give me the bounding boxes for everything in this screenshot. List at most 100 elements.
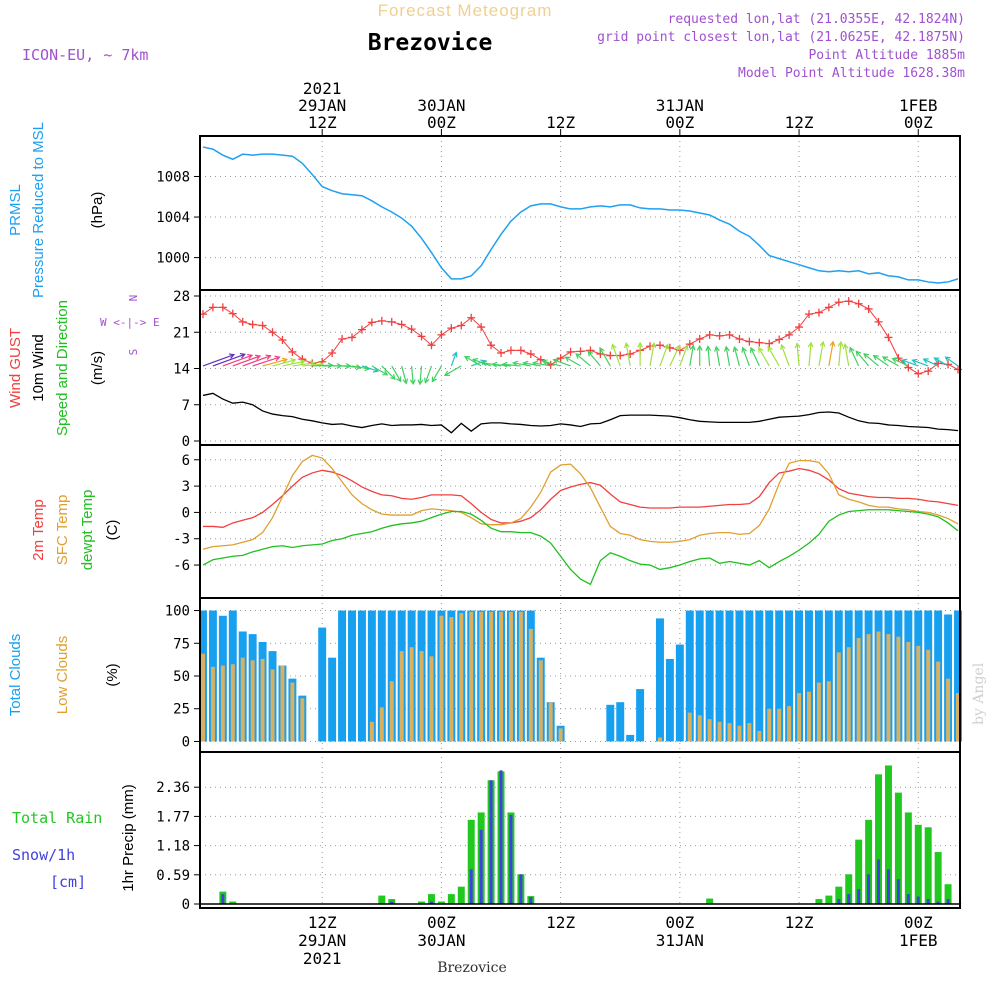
low-cloud-bar — [896, 636, 901, 742]
y-tick-label: 6 — [182, 453, 190, 469]
wind-arrowhead — [443, 370, 450, 376]
low-cloud-bar — [876, 631, 881, 742]
wind-arrowhead — [758, 346, 764, 353]
gust-marker — [795, 323, 804, 332]
snow-bar — [906, 894, 910, 904]
wind-arrowhead — [780, 343, 786, 351]
wind-arrow — [272, 359, 296, 367]
y-label-wind: 10m Wind — [30, 334, 47, 402]
panel-frame — [199, 751, 961, 909]
model-altitude: Model Point Altitude 1628.38m — [738, 66, 965, 81]
total-cloud-bar — [636, 689, 645, 742]
wind-arrow — [649, 343, 655, 367]
total-cloud-bar — [328, 657, 337, 742]
total-cloud-bar — [954, 610, 962, 742]
wind-arrowhead — [247, 353, 254, 360]
wind-arrowhead — [228, 353, 236, 359]
snow-bar — [479, 829, 483, 904]
y-tick-label: 3 — [182, 479, 190, 495]
bottom-time-label: 00Z — [665, 913, 694, 932]
total-cloud-bar — [685, 610, 694, 742]
low-cloud-bar — [518, 611, 523, 742]
total-cloud-bar — [675, 644, 684, 742]
rain-bar — [924, 827, 932, 904]
y-tick-label: 0.59 — [156, 868, 190, 884]
top-time-label: 12Z — [785, 113, 814, 132]
total-cloud-bar — [785, 610, 794, 742]
wind-arrowhead — [382, 370, 389, 376]
y-label-prmsl: PRMSL — [7, 184, 24, 236]
snow-bar — [489, 780, 493, 904]
wind-arrowhead — [417, 379, 424, 386]
gust-marker — [695, 334, 704, 343]
wind-arrow — [444, 365, 462, 376]
snow-bar — [221, 894, 225, 904]
total-cloud-bar — [765, 610, 774, 742]
low-cloud-bar — [787, 706, 792, 742]
total-cloud-bar — [705, 610, 714, 742]
wind-arrowhead — [714, 345, 720, 352]
wind-arrow — [873, 355, 889, 367]
low-cloud-bar — [379, 707, 384, 742]
y-label-percent: (%) — [104, 663, 121, 686]
snow-bar — [847, 894, 851, 904]
low-cloud-bar — [777, 708, 782, 742]
wind-arrow — [838, 341, 842, 366]
rain-bar — [467, 819, 475, 904]
gust-marker — [904, 363, 913, 372]
gust-marker — [397, 320, 406, 329]
low-cloud-bar — [419, 651, 424, 742]
label-snow-cm: [cm] — [50, 873, 86, 891]
wind-arrowhead — [675, 344, 681, 351]
compass-south: S — [127, 349, 140, 356]
total-cloud-bar — [805, 610, 813, 742]
total-cloud-bar — [725, 610, 734, 742]
total-cloud-bar — [606, 704, 615, 742]
wind-arrowhead — [624, 342, 630, 349]
wind-arrowhead — [922, 358, 929, 364]
gust-marker — [715, 331, 724, 340]
wind-arrow — [513, 362, 531, 367]
y-tick-label: 0 — [182, 505, 190, 521]
wind-arrow — [361, 365, 379, 372]
y-tick-label: 1004 — [156, 210, 190, 226]
y-tick-label: 21 — [173, 325, 190, 341]
gust-marker — [477, 323, 486, 332]
bottom-time-label: 31JAN — [656, 931, 704, 950]
rain-bar — [835, 886, 843, 904]
total-cloud-bar — [357, 610, 366, 742]
y-tick-label: 1.77 — [156, 809, 190, 825]
gust-marker — [685, 340, 694, 349]
low-cloud-bar — [528, 628, 533, 742]
snow-bar — [499, 770, 503, 904]
wind-arrowhead — [239, 352, 246, 359]
wind-arrowhead — [689, 344, 696, 351]
bottom-time-label: 12Z — [785, 913, 814, 932]
wind-arrowhead — [431, 376, 437, 383]
y-label-gust: Wind GUST — [7, 328, 24, 408]
rain-bar — [914, 824, 922, 904]
rain-bar — [388, 899, 396, 904]
wind-arrow — [844, 344, 850, 367]
wind-arrowhead — [901, 358, 908, 365]
wind-arrow — [471, 360, 486, 367]
wind-arrowhead — [842, 343, 849, 350]
gust-marker — [278, 336, 287, 345]
low-cloud-bar — [250, 660, 255, 742]
gust-marker — [844, 297, 853, 306]
wind-arrowhead — [575, 353, 582, 359]
wind-arrowhead — [650, 342, 657, 349]
wind-arrow — [391, 365, 402, 382]
wind-arrowhead — [274, 355, 281, 362]
low-cloud-bar — [757, 730, 762, 742]
precip-panel: 0 0.59 1.18 1.77 2.36 Total Rain Snow/1h [cm] — [12, 751, 962, 913]
gust-marker — [457, 321, 466, 330]
wind-arrow — [912, 359, 929, 367]
wind-arrow — [232, 355, 261, 367]
gust-marker — [735, 334, 744, 343]
gust-marker — [288, 347, 297, 356]
wind-arrow — [450, 352, 457, 367]
snow-bar — [936, 901, 940, 904]
bottom-time-label: 29JAN — [298, 931, 346, 950]
gust-marker — [854, 299, 863, 308]
